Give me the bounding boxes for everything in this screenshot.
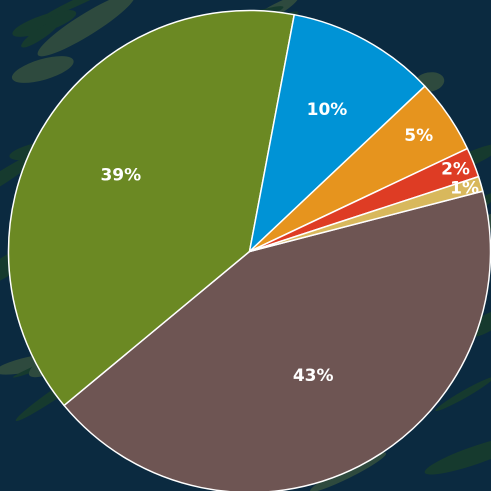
slice-label-1: 1% <box>450 179 479 199</box>
camo-blob <box>12 9 77 37</box>
slice-label-2: 2% <box>441 160 470 180</box>
slice-label-43: 43% <box>293 366 334 386</box>
pie-slice-10 <box>248 13 426 253</box>
camo-blob <box>21 19 61 48</box>
slice-label-10: 10% <box>307 100 348 120</box>
pie-slice-1 <box>248 175 484 253</box>
camo-blob <box>11 56 74 83</box>
pie-labels: 43% 39% 10% 5% 2%1% <box>100 100 479 386</box>
camo-blob <box>37 0 136 57</box>
slice-label-39: 39% <box>100 166 141 186</box>
pie-slice-43 <box>63 190 491 491</box>
camo-blob <box>0 153 39 200</box>
camo-blob <box>435 377 491 412</box>
pie-slice-39 <box>7 9 295 407</box>
camo-blob <box>424 435 491 475</box>
slice-label-5: 5% <box>404 126 433 146</box>
camo-blob <box>41 0 120 19</box>
pie-slices <box>7 9 491 491</box>
